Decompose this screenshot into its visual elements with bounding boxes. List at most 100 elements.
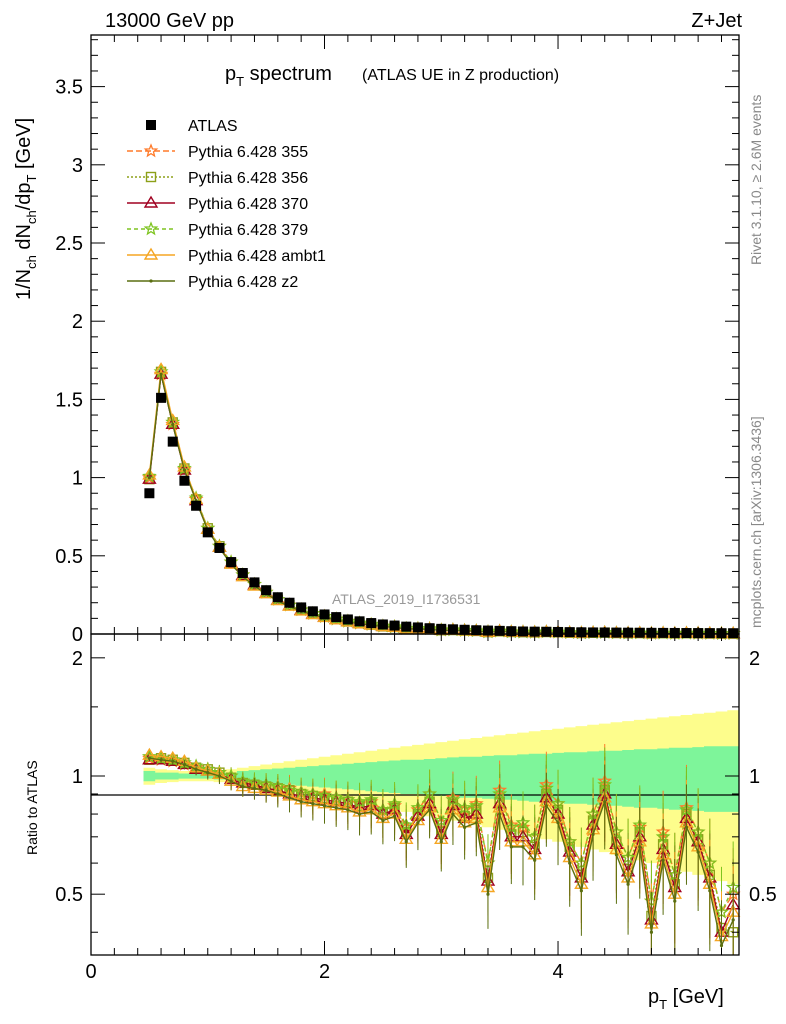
legend-label: Pythia 6.428 z2 [188,274,298,291]
ratio-point-series-5-4 [194,767,198,771]
ratio-point-series-5-1 [159,758,163,762]
ratio-point-series-5-29 [486,892,490,896]
ratio-point-series-5-33 [533,858,537,862]
data-point-28 [471,625,482,636]
ratio-point-series-5-14 [311,802,315,806]
data-point-4 [191,500,202,511]
main-y-tick-label: 2.5 [55,233,83,255]
data-point-50 [728,628,739,639]
legend-marker [143,143,159,158]
ratio-point-series-5-30 [498,812,502,816]
ratio-point-series-5-8 [241,784,245,789]
data-point-8 [237,568,248,579]
ratio-point-series-5-17 [346,808,350,812]
ratio-point-series-5-32 [521,845,525,849]
data-point-6 [214,542,225,553]
main-point-series-5-0 [147,476,151,480]
data-point-2 [167,436,178,447]
ratio-point-series-5-41 [626,882,630,886]
data-point-16 [331,612,342,623]
main-point-series-5-1 [159,372,163,376]
data-point-12 [284,597,295,608]
analysis-label: ATLAS_2019_I1736531 [332,591,481,607]
data-point-21 [389,620,400,631]
ratio-point-series-5-27 [463,825,467,829]
data-point-0 [144,488,155,499]
ratio-point-series-5-20 [381,818,385,823]
data-point-42 [634,627,645,638]
ratio-y-tick-label-right: 2 [749,648,760,670]
data-point-17 [342,614,353,625]
process-label: Z+Jet [691,10,742,32]
ratio-point-series-5-35 [556,821,560,825]
ratio-point-series-5-48 [708,889,712,893]
data-point-48 [704,628,715,639]
data-point-14 [307,606,318,617]
ratio-point-series-5-3 [182,762,187,767]
main-y-tick-label: 0.5 [55,546,83,568]
data-point-1 [156,392,167,403]
legend-entry-5: Pythia 6.428 ambt1 [127,247,326,265]
legend-label: Pythia 6.428 370 [188,196,308,213]
data-point-26 [447,624,458,635]
data-point-46 [681,628,692,639]
legend-entry-2: Pythia 6.428 356 [127,170,308,187]
ratio-y-tick-label-right: 1 [749,766,760,788]
legend-entry-3: Pythia 6.428 370 [127,195,308,213]
ratio-point-series-5-11 [276,792,280,796]
ratio-point-series-5-31 [509,845,513,849]
ratio-point-series-5-50 [731,918,735,922]
data-point-44 [658,627,669,638]
ratio-y-tick-label: 2 [72,648,83,670]
ratio-point-series-5-10 [264,788,268,792]
ratio-point-series-5-0 [147,756,151,760]
rivet-version-label: Rivet 3.1.10, ≥ 2.6M events [748,95,764,265]
y-axis-label: 1/Nch dNch/dpT [GeV] [13,118,39,300]
main-y-tick-label: 0 [72,624,83,646]
ratio-point-series-5-28 [474,821,478,825]
ratio-point-series-5-22 [404,840,408,844]
data-point-36 [564,627,575,638]
ratio-point-series-5-16 [334,806,338,810]
mcplots-label: mcplots.cern.ch [arXiv:1306.3436] [748,416,764,628]
data-point-20 [377,619,388,630]
x-tick-label: 0 [85,961,96,983]
data-point-24 [424,623,435,634]
legend-label: Pythia 6.428 355 [188,144,308,161]
x-tick-label: 4 [552,961,563,983]
ratio-y-tick-label: 0.5 [55,884,83,906]
ratio-line-series-3 [149,756,734,915]
legend-marker [149,279,153,283]
data-point-40 [611,627,622,638]
legend-label: Pythia 6.428 356 [188,170,308,187]
ratio-point-series-5-6 [217,774,222,778]
collision-energy-label: 13000 GeV pp [105,10,234,32]
ratio-y-tick-label: 1 [72,766,83,788]
data-point-32 [518,626,528,637]
main-point-series-5-3 [182,468,187,472]
legend: ATLAS Pythia 6.428 355 Pythia 6.428 356 Pyt… [127,118,326,291]
ratio-point-series-5-19 [369,810,373,814]
ratio-point-series-5-36 [568,861,572,865]
main-y-tick-label: 3.5 [55,77,83,99]
data-point-7 [226,557,237,568]
ratio-point-series-5-21 [392,814,397,818]
ratio-point-series-5-13 [299,800,303,804]
data-point-9 [249,577,260,588]
ratio-point-series-5-47 [696,850,700,854]
ratio-point-series-5-44 [661,858,665,862]
ratio-point-series-5-37 [579,889,583,893]
plot-subtitle: (ATLAS UE in Z production) [362,67,559,84]
legend-entry-4: Pythia 6.428 379 [127,221,308,239]
ratio-point-series-5-42 [638,845,642,849]
ratio-point-series-5-12 [287,796,292,800]
main-y-tick-label: 1 [72,468,83,490]
main-y-tick-label: 1.5 [55,389,83,411]
ratio-y-axis-label: Ratio to ATLAS [24,760,40,855]
data-point-13 [296,602,307,613]
data-point-22 [401,621,412,632]
data-point-38 [588,627,599,638]
main-y-tick-label: 3 [72,155,83,177]
data-point-30 [494,625,505,636]
legend-label: ATLAS [188,118,238,135]
